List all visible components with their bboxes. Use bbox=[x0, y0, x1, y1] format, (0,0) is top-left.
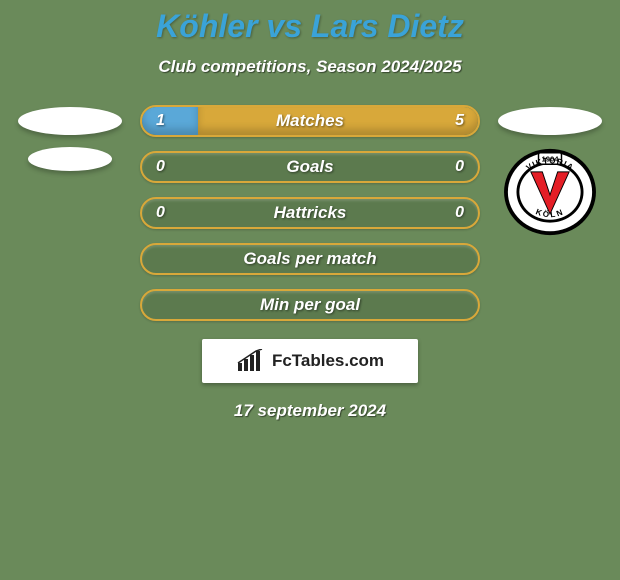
stats-bars: Matches15Goals00Hattricks00Goals per mat… bbox=[140, 105, 480, 321]
bar-label: Hattricks bbox=[142, 199, 478, 227]
bar-value-left: 1 bbox=[156, 107, 165, 135]
bar-label: Goals bbox=[142, 153, 478, 181]
player-placeholder-ellipse bbox=[18, 107, 122, 135]
stat-bar: Goals per match bbox=[140, 243, 480, 275]
right-player-col: 1904 VIKTORIA KÖLN bbox=[498, 105, 602, 237]
bar-value-right: 0 bbox=[455, 199, 464, 227]
bar-value-left: 0 bbox=[156, 153, 165, 181]
page-title: Köhler vs Lars Dietz bbox=[0, 8, 620, 45]
left-player-col bbox=[18, 105, 122, 171]
club-badge: 1904 VIKTORIA KÖLN bbox=[502, 147, 598, 237]
bar-value-right: 5 bbox=[455, 107, 464, 135]
bar-label: Goals per match bbox=[142, 245, 478, 273]
bar-label: Matches bbox=[142, 107, 478, 135]
fctables-logo: FcTables.com bbox=[202, 339, 418, 383]
bar-value-left: 0 bbox=[156, 199, 165, 227]
stat-bar: Min per goal bbox=[140, 289, 480, 321]
bar-value-right: 0 bbox=[455, 153, 464, 181]
comparison-row: Matches15Goals00Hattricks00Goals per mat… bbox=[0, 105, 620, 321]
chart-icon bbox=[236, 349, 266, 373]
player-placeholder-ellipse bbox=[498, 107, 602, 135]
club-placeholder-ellipse bbox=[28, 147, 112, 171]
date-text: 17 september 2024 bbox=[0, 401, 620, 421]
bar-label: Min per goal bbox=[142, 291, 478, 319]
stat-bar: Matches1 5 bbox=[140, 105, 480, 137]
subtitle: Club competitions, Season 2024/2025 bbox=[0, 57, 620, 77]
fctables-text: FcTables.com bbox=[272, 351, 384, 371]
stat-bar: Hattricks0 0 bbox=[140, 197, 480, 229]
stat-bar: Goals0 0 bbox=[140, 151, 480, 183]
